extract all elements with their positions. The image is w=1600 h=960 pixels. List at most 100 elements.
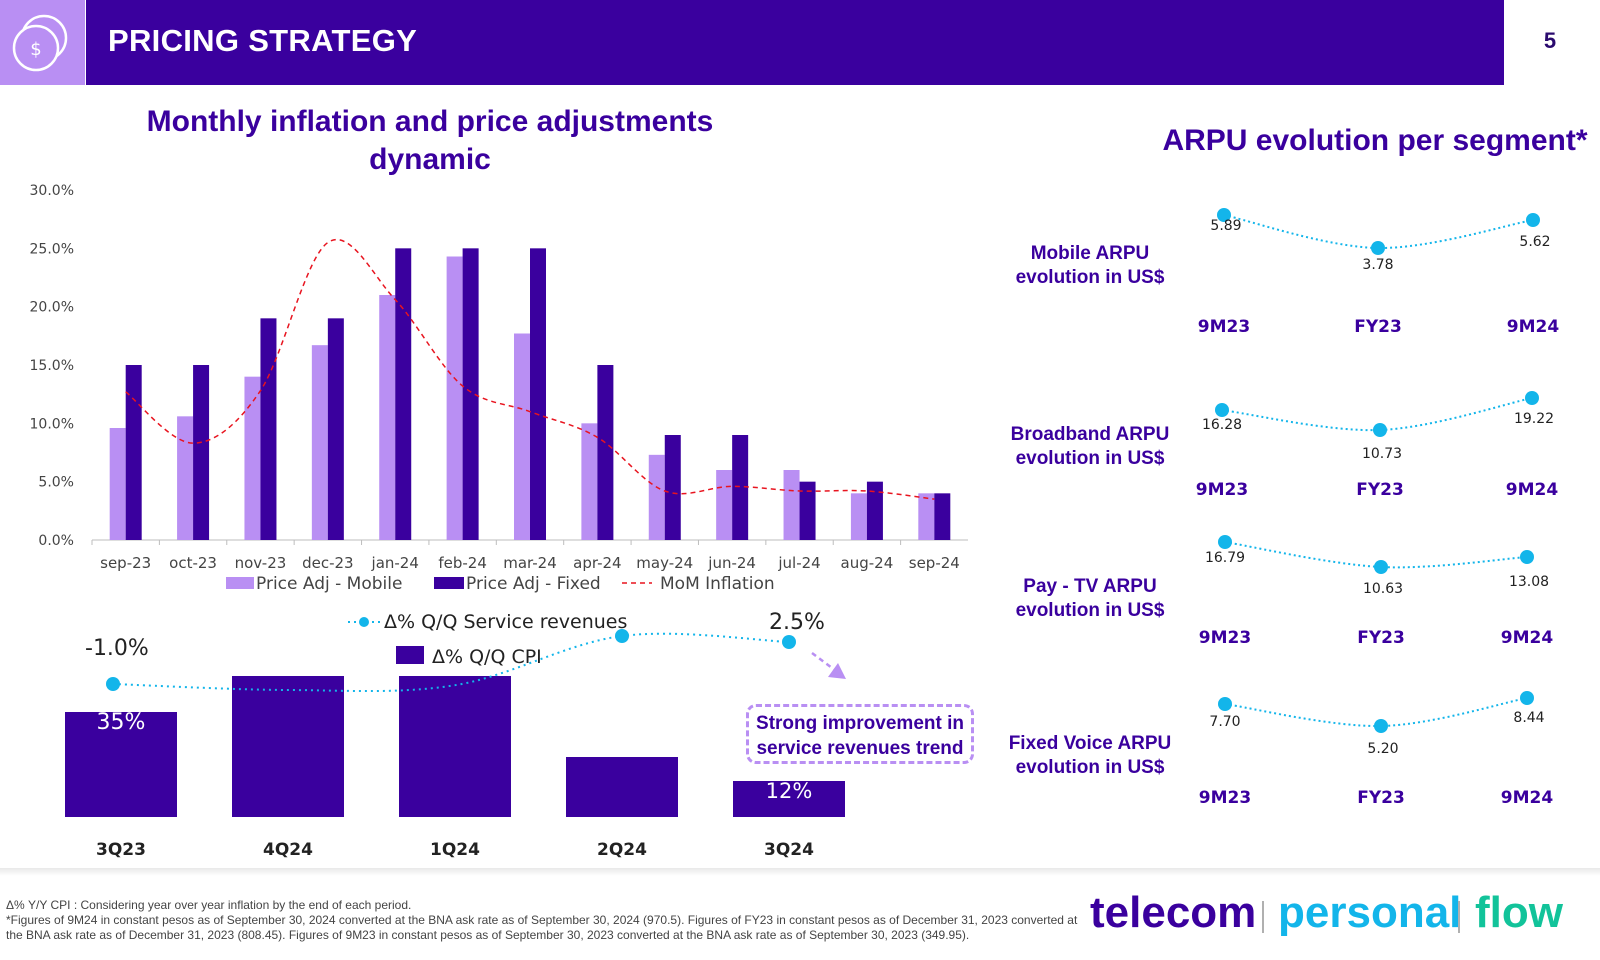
label-cpi-3q24: 12%: [766, 779, 813, 803]
x-tick-label: apr-24: [573, 554, 621, 572]
arpu-category-label: 9M24: [1506, 480, 1559, 500]
arpu-category-label: FY23: [1357, 628, 1405, 648]
page-title: PRICING STRATEGY: [108, 23, 418, 58]
label-cpi-3q23: 35%: [97, 710, 146, 735]
arpu-value-label: 8.44: [1513, 710, 1544, 726]
arpu-point: [1215, 403, 1229, 417]
callout-box: Strong improvement in service revenues t…: [746, 704, 974, 764]
line-service-revenues: [112, 632, 790, 693]
arpu-category-label: 9M23: [1196, 480, 1248, 500]
segment-voice-line-2: evolution in US$: [1015, 757, 1165, 778]
arpu-point: [1217, 208, 1231, 222]
brand-flow: flow: [1475, 888, 1563, 937]
bar-fixed: [799, 481, 816, 540]
callout-arrowhead: [828, 663, 846, 679]
arpu-point: [1526, 213, 1540, 227]
arpu-point: [1373, 423, 1387, 437]
bar-cpi: [733, 781, 845, 817]
segment-broadband-line-1: Broadband ARPU: [1010, 424, 1170, 445]
bar-mobile: [446, 256, 463, 540]
bar-cpi: [232, 676, 344, 817]
arpu-value-label: 3.78: [1362, 257, 1393, 273]
arpu-point: [1525, 391, 1539, 405]
bar-mobile: [648, 454, 665, 540]
dollar-coin-icon: $: [12, 14, 68, 72]
label-rev-3q23: -1.0%: [85, 636, 149, 661]
arpu-category-label: 9M24: [1501, 788, 1554, 808]
segment-voice-line-1: Fixed Voice ARPU: [1008, 733, 1172, 754]
arpu-point: [1520, 550, 1534, 564]
arpu-point: [1371, 241, 1385, 255]
segment-paytv-line-1: Pay - TV ARPU: [1023, 576, 1157, 597]
y-tick-label: 25.0%: [30, 241, 74, 257]
inflation-chart-title: Monthly inflation and price adjustments …: [146, 105, 714, 176]
header-bar: [86, 0, 1504, 85]
legend-label-revenues: Δ% Q/Q Service revenues: [384, 611, 627, 633]
bar-mobile: [918, 493, 935, 540]
arpu-charts: 5.89 3.78 5.62 9M23 FY23 9M24 16.28 10.73 19.22 9…: [1196, 208, 1560, 808]
x-tick-label: jun-24: [707, 554, 756, 572]
arpu-value-label: 19.22: [1514, 411, 1554, 427]
arpu-value-label: 7.70: [1209, 714, 1240, 730]
bar-fixed: [597, 365, 614, 540]
bar-fixed: [664, 435, 681, 540]
bar-cpi: [399, 676, 511, 817]
arpu-line: [1224, 697, 1528, 728]
bar-mobile: [109, 428, 126, 540]
bar-fixed: [260, 318, 277, 540]
segment-mobile-line-2: evolution in US$: [1015, 267, 1165, 288]
quarter-label: 4Q24: [263, 840, 313, 860]
legend-swatch-cpi: [396, 646, 424, 664]
svg-text:$: $: [30, 39, 41, 60]
quarterly-chart: 3Q23 4Q24 1Q24 2Q24 3Q24 -1.0% 2.5% 35% 12% Δ% Q/…: [65, 610, 846, 860]
arpu-category-label: 9M23: [1199, 788, 1251, 808]
arpu-category-label: FY23: [1354, 317, 1402, 337]
legend-label-fixed: Price Adj - Fixed: [466, 574, 601, 594]
bar-mobile: [514, 333, 530, 540]
x-tick-label: may-24: [636, 554, 693, 572]
x-tick-label: nov-23: [235, 554, 287, 572]
y-tick-label: 5.0%: [38, 475, 74, 491]
page-number: 5: [1543, 28, 1557, 53]
y-tick-label: 30.0%: [30, 183, 74, 199]
arpu-value-label: 5.20: [1367, 741, 1398, 757]
bar-fixed: [395, 248, 412, 540]
bar-fixed: [934, 493, 951, 540]
bar-fixed: [866, 481, 883, 540]
segment-label-paytv: Pay - TV ARPU evolution in US$: [1000, 575, 1180, 623]
x-tick-label: sep-23: [100, 554, 151, 572]
brand-telecom: telecom: [1090, 888, 1257, 937]
segment-label-broadband: Broadband ARPU evolution in US$: [1000, 423, 1180, 471]
arpu-title: ARPU evolution per segment*: [1162, 124, 1588, 157]
inflation-chart: 0.0% 5.0% 10.0% 15.0% 20.0% 25.0% 30.0% sep-23 o…: [30, 183, 968, 594]
arpu-line: [1224, 541, 1528, 569]
legend-marker-revenues: [359, 617, 369, 627]
segment-label-mobile: Mobile ARPU evolution in US$: [1000, 242, 1180, 290]
x-tick-label: mar-24: [503, 554, 557, 572]
label-rev-3q24: 2.5%: [769, 610, 825, 635]
quarter-label: 3Q24: [764, 840, 814, 860]
arpu-value-label: 5.62: [1519, 234, 1550, 250]
arpu-value-label: 16.79: [1205, 550, 1245, 566]
legend-label-mobile: Price Adj - Mobile: [256, 574, 402, 594]
line-mom-inflation: [125, 239, 935, 500]
bar-fixed: [530, 248, 546, 540]
x-tick-label: feb-24: [438, 554, 487, 572]
bar-mobile: [716, 470, 733, 540]
arpu-point: [1218, 697, 1232, 711]
y-tick-label: 0.0%: [38, 533, 74, 549]
segment-mobile-line-1: Mobile ARPU: [1030, 243, 1150, 264]
arpu-category-label: 9M24: [1507, 317, 1560, 337]
arpu-point: [1374, 560, 1388, 574]
bar-fixed: [193, 365, 210, 540]
bar-fixed: [327, 318, 344, 540]
bar-fixed: [732, 435, 749, 540]
arpu-category-label: 9M23: [1199, 628, 1251, 648]
arpu-category-label: 9M24: [1501, 628, 1554, 648]
arpu-value-label: 5.89: [1210, 218, 1241, 234]
x-tick-label: oct-23: [169, 554, 217, 572]
quarter-label: 2Q24: [597, 840, 647, 860]
bar-mobile: [177, 416, 194, 540]
y-tick-label: 10.0%: [30, 416, 74, 432]
bar-mobile: [850, 493, 867, 540]
